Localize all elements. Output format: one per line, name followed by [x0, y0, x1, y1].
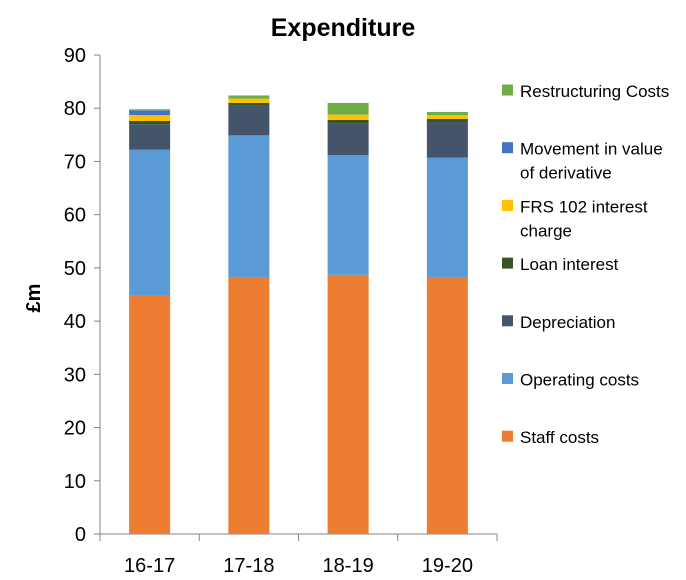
bar-segment-17-18-3	[228, 102, 270, 106]
bar-segment-16-17-5	[129, 110, 171, 116]
bar-segment-18-19-4	[327, 114, 369, 120]
bar-segment-17-18-1	[228, 135, 270, 277]
legend-label: Operating costs	[520, 371, 639, 390]
chart-title: Expenditure	[271, 14, 416, 42]
bar-segment-16-17-2	[129, 124, 171, 150]
bar-segment-18-19-6	[327, 102, 369, 115]
y-tick-label: 60	[64, 205, 86, 227]
legend-swatch	[502, 199, 513, 211]
bar-segment-16-17-4	[129, 115, 171, 121]
legend-label: Staff costs	[520, 428, 599, 447]
bar-segment-17-18-4	[228, 98, 270, 103]
legend-label: Loan interest	[520, 255, 619, 274]
y-tick-label: 0	[75, 524, 86, 546]
bar-segment-16-17-3	[129, 120, 171, 125]
legend-label: of derivative	[520, 164, 612, 183]
bar-segment-18-19-3	[327, 119, 369, 124]
bar-segment-17-18-6	[228, 95, 270, 99]
bar-segment-16-17-6	[129, 109, 171, 111]
bar-segment-16-17-1	[129, 149, 171, 296]
y-tick-label: 20	[64, 418, 86, 440]
legend-swatch	[502, 315, 513, 327]
bar-segment-18-19-0	[327, 274, 369, 534]
y-tick-label: 50	[64, 258, 86, 280]
legend-swatch	[502, 373, 513, 384]
x-tick-label: 18-19	[323, 555, 374, 577]
y-tick-label: 40	[64, 311, 86, 333]
legend-label: Depreciation	[520, 313, 615, 332]
legend-label: FRS 102 interest	[520, 197, 648, 216]
x-tick-label: 16-17	[124, 555, 175, 577]
legend-swatch	[502, 257, 513, 269]
bar-segment-19-20-2	[426, 122, 468, 158]
bar-segment-19-20-0	[426, 276, 468, 534]
legend-swatch	[502, 84, 513, 96]
bar-segment-17-18-0	[228, 276, 270, 534]
bar-segment-18-19-1	[327, 155, 369, 275]
bar-segment-19-20-3	[426, 118, 468, 123]
bar-segment-16-17-0	[129, 295, 171, 534]
x-tick-label: 19-20	[422, 555, 473, 577]
y-tick-label: 10	[64, 471, 86, 493]
bar-segment-18-19-2	[327, 123, 369, 156]
y-axis-title: £m	[23, 284, 45, 313]
y-tick-label: 70	[64, 151, 86, 173]
bar-segment-19-20-6	[426, 111, 468, 116]
bar-segment-19-20-4	[426, 115, 468, 119]
legend-label: Restructuring Costs	[520, 82, 669, 101]
legend-label: Movement in value	[520, 140, 663, 159]
bar-segment-17-18-2	[228, 105, 270, 136]
legend-swatch	[502, 430, 513, 442]
legend: Restructuring Costs Movement in value of d…	[502, 82, 669, 447]
y-tick-label: 30	[64, 364, 86, 386]
legend-swatch	[502, 142, 513, 154]
plot-area: 0 10 20 30 40 50 60 70 80 90 16-17 17-18 18-19 19-20	[64, 45, 498, 577]
legend-label: charge	[520, 221, 572, 240]
y-tick-label: 90	[64, 45, 86, 67]
bar-segment-19-20-1	[426, 157, 468, 277]
x-tick-label: 17-18	[223, 555, 274, 577]
y-tick-label: 80	[64, 98, 86, 120]
